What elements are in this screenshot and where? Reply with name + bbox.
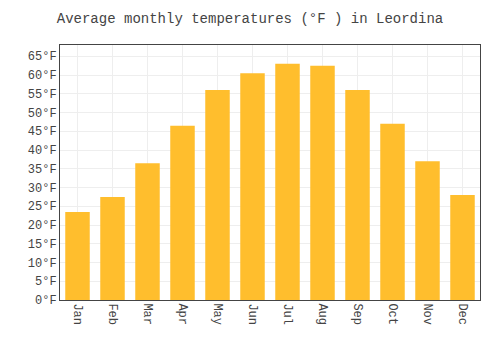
svg-text:Jul: Jul — [280, 303, 294, 325]
svg-text:Oct: Oct — [385, 303, 399, 325]
svg-text:0°F: 0°F — [35, 294, 57, 308]
svg-text:50°F: 50°F — [28, 107, 57, 121]
svg-text:30°F: 30°F — [28, 182, 57, 196]
svg-text:Aug: Aug — [315, 303, 329, 325]
svg-text:60°F: 60°F — [28, 69, 57, 83]
svg-text:Sep: Sep — [350, 303, 364, 325]
svg-text:Nov: Nov — [420, 303, 434, 325]
svg-text:5°F: 5°F — [35, 275, 57, 289]
svg-text:45°F: 45°F — [28, 125, 57, 139]
svg-text:25°F: 25°F — [28, 200, 57, 214]
svg-text:20°F: 20°F — [28, 219, 57, 233]
svg-text:May: May — [210, 303, 224, 325]
svg-text:15°F: 15°F — [28, 238, 57, 252]
svg-text:Jun: Jun — [245, 303, 259, 325]
svg-text:Mar: Mar — [140, 303, 154, 325]
svg-text:Apr: Apr — [175, 303, 189, 325]
svg-text:Average monthly temperatures (: Average monthly temperatures (°F ) in Le… — [57, 11, 443, 27]
svg-text:Jan: Jan — [70, 303, 84, 325]
svg-text:Feb: Feb — [105, 303, 119, 325]
svg-text:10°F: 10°F — [28, 257, 57, 271]
svg-text:Dec: Dec — [455, 303, 469, 325]
svg-text:35°F: 35°F — [28, 163, 57, 177]
svg-text:65°F: 65°F — [28, 50, 57, 64]
svg-text:55°F: 55°F — [28, 88, 57, 102]
svg-text:40°F: 40°F — [28, 144, 57, 158]
